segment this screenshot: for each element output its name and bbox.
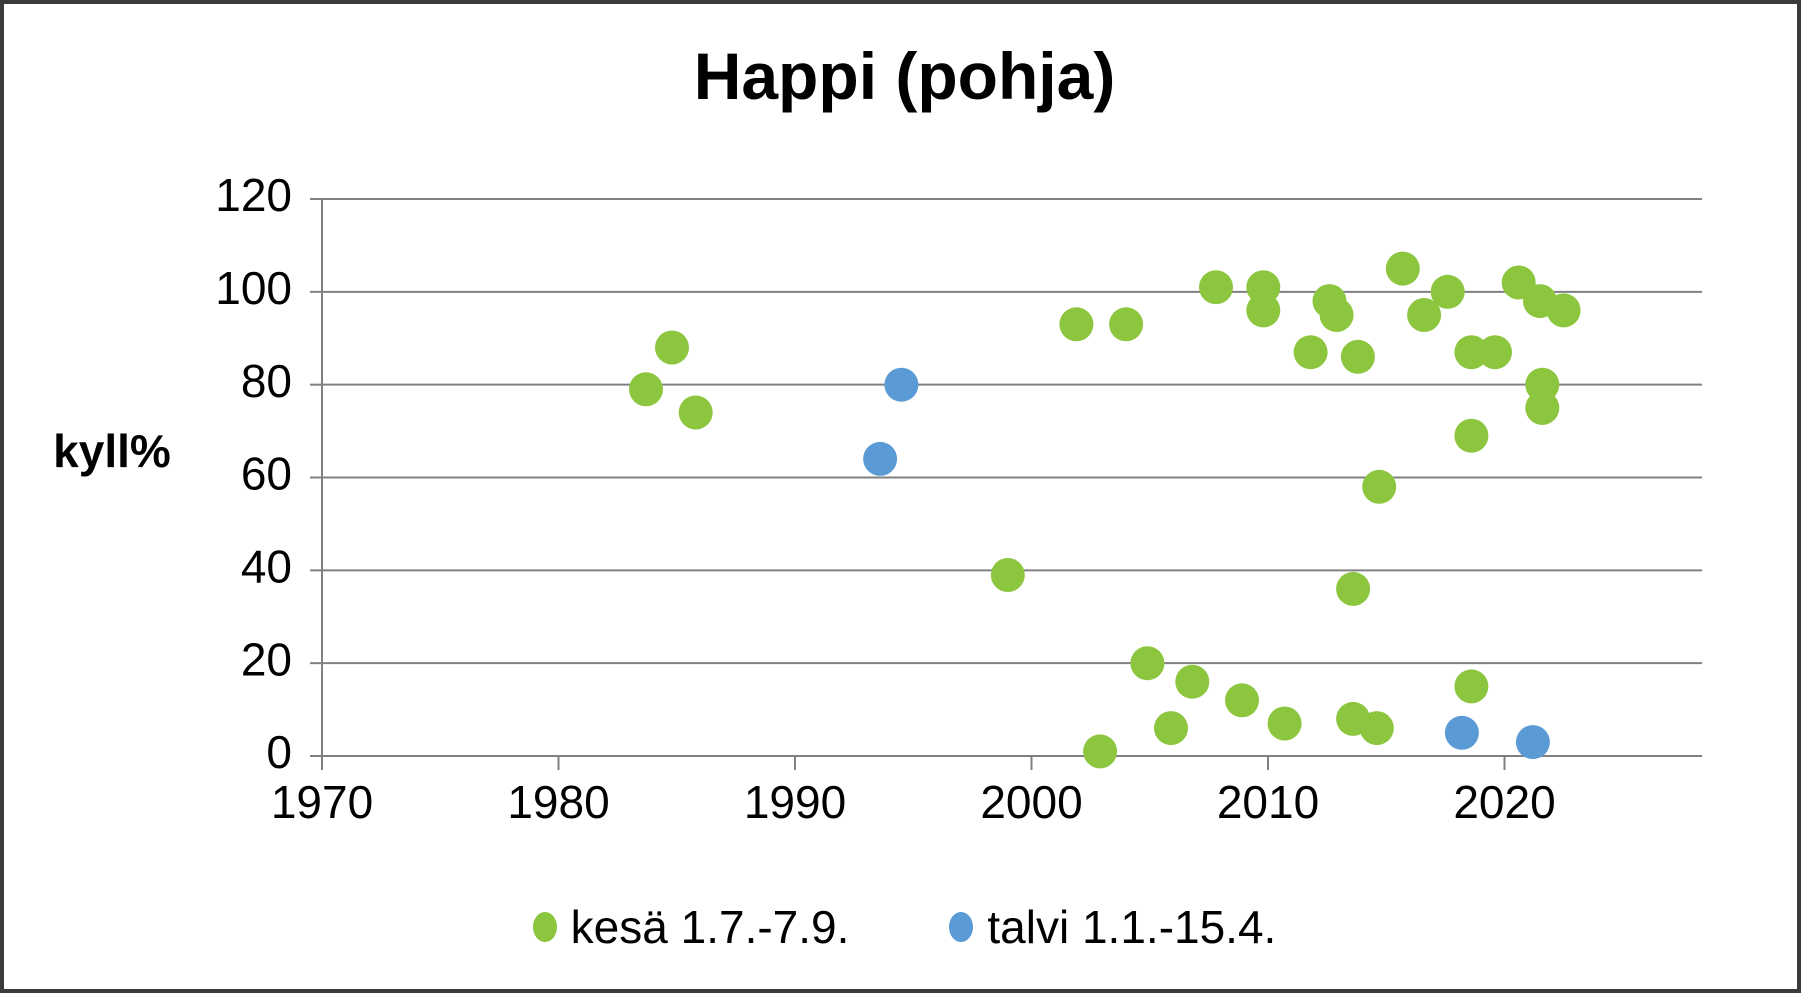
x-tick-label-2000: 2000: [980, 776, 1082, 828]
legend-label-talvi: talvi 1.1.-15.4.: [987, 901, 1277, 953]
data-point-series-0: [1083, 734, 1118, 769]
data-point-series-0: [678, 395, 713, 430]
summer-series-marker-icon: [532, 912, 557, 942]
y-tick-label-0: 0: [266, 726, 292, 778]
data-point-series-0: [1385, 251, 1420, 286]
data-point-series-0: [1454, 669, 1489, 704]
y-tick-label-60: 60: [241, 448, 292, 500]
data-point-series-0: [1154, 711, 1188, 746]
data-point-series-1: [1515, 725, 1550, 760]
data-point-series-0: [1175, 664, 1210, 699]
data-point-series-0: [1478, 335, 1512, 370]
data-point-series-0: [1454, 418, 1489, 453]
y-tick-label-40: 40: [241, 540, 292, 592]
data-point-series-0: [1430, 274, 1465, 309]
data-point-series-0: [1225, 683, 1259, 718]
x-tick-label-1980: 1980: [507, 776, 609, 828]
data-point-series-0: [1407, 298, 1442, 332]
chart-title: Happi (pohja): [693, 39, 1116, 113]
data-point-series-1: [884, 367, 919, 402]
legend-item-kesa: kesä 1.7.-7.9.: [532, 900, 850, 954]
plot-area: 0 20 40 60 80 100 120 1970 1980 1990 2000 2010 2020: [215, 169, 1702, 828]
data-point-series-0: [1362, 469, 1397, 504]
data-point-series-0: [629, 372, 663, 407]
y-tick-label-100: 100: [215, 262, 292, 314]
legend: kesä 1.7.-7.9. talvi 1.1.-15.4.: [4, 892, 1797, 962]
x-tick-label-1970: 1970: [271, 776, 373, 828]
x-tick-label-2020: 2020: [1453, 776, 1555, 828]
data-point-series-0: [1340, 339, 1375, 374]
data-point-series-0: [655, 330, 689, 365]
x-tick-label-2010: 2010: [1217, 776, 1319, 828]
data-point-series-1: [863, 441, 898, 476]
data-point-series-0: [1359, 711, 1394, 746]
data-point-series-1: [1444, 715, 1479, 750]
x-tick-label-1990: 1990: [744, 776, 846, 828]
y-tick-label-80: 80: [241, 355, 292, 407]
data-point-series-0: [1336, 571, 1371, 606]
legend-item-talvi: talvi 1.1.-15.4.: [949, 900, 1276, 954]
data-point-series-0: [1059, 307, 1094, 342]
data-point-series-0: [1319, 298, 1354, 332]
y-tick-label-120: 120: [215, 169, 292, 221]
data-point-series-0: [1454, 335, 1489, 370]
data-point-series-0: [1246, 293, 1281, 328]
y-axis-title: kyll%: [53, 425, 171, 477]
data-point-series-0: [1130, 646, 1165, 681]
data-point-series-0: [1267, 706, 1302, 741]
data-point-series-0: [1199, 270, 1233, 305]
data-point-series-0: [1293, 335, 1328, 370]
y-tick-label-20: 20: [241, 633, 292, 685]
data-point-series-0: [1109, 307, 1144, 342]
data-point-series-0: [1525, 390, 1560, 425]
data-point-series-0: [990, 558, 1025, 592]
data-point-series-0: [1546, 293, 1581, 328]
winter-series-marker-icon: [949, 912, 974, 942]
legend-label-kesa: kesä 1.7.-7.9.: [570, 901, 850, 953]
